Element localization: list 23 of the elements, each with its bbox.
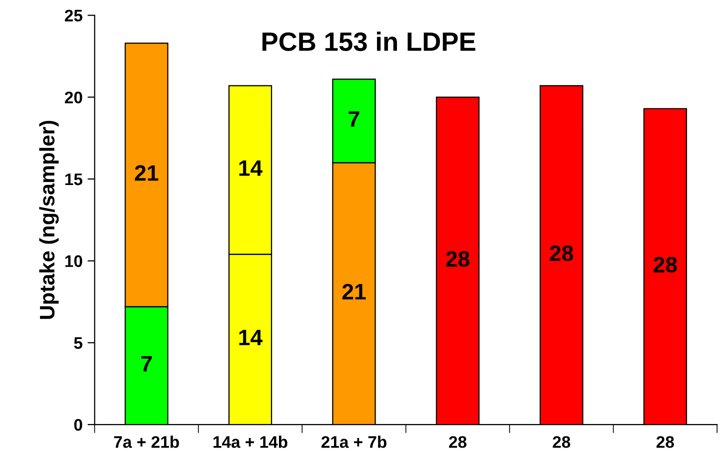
y-tick-label: 20 <box>64 92 82 104</box>
annotation: 28 <box>550 245 574 262</box>
y-tick-label: 0 <box>74 418 82 431</box>
annotation: 7 <box>348 111 360 127</box>
y-tick-label: 5 <box>74 337 82 349</box>
annotation: 28 <box>654 256 677 273</box>
annotation: 28 <box>446 251 470 267</box>
annotation: 21 <box>134 165 158 181</box>
y-tick-label: 15 <box>65 174 82 186</box>
x-tick-label: 28 <box>449 436 466 448</box>
y-tick-label: 10 <box>65 255 82 268</box>
annotation: 14 <box>239 160 262 176</box>
annotation: 7 <box>141 356 152 372</box>
y-tick-label: 25 <box>64 10 82 22</box>
x-tick-label: 28 <box>656 436 674 448</box>
annotation: 14 <box>239 330 262 346</box>
x-tick-label: 21a + 7b <box>321 436 386 448</box>
chart-title: PCB 153 in LDPE <box>262 32 476 52</box>
x-tick-label: 14a + 14b <box>214 436 288 448</box>
x-tick-label: 7a + 21b <box>114 436 179 448</box>
y-axis-title: Uptake (ng/sampler) <box>39 120 59 319</box>
x-tick-label: 28 <box>552 436 570 448</box>
annotation: 21 <box>342 284 366 300</box>
